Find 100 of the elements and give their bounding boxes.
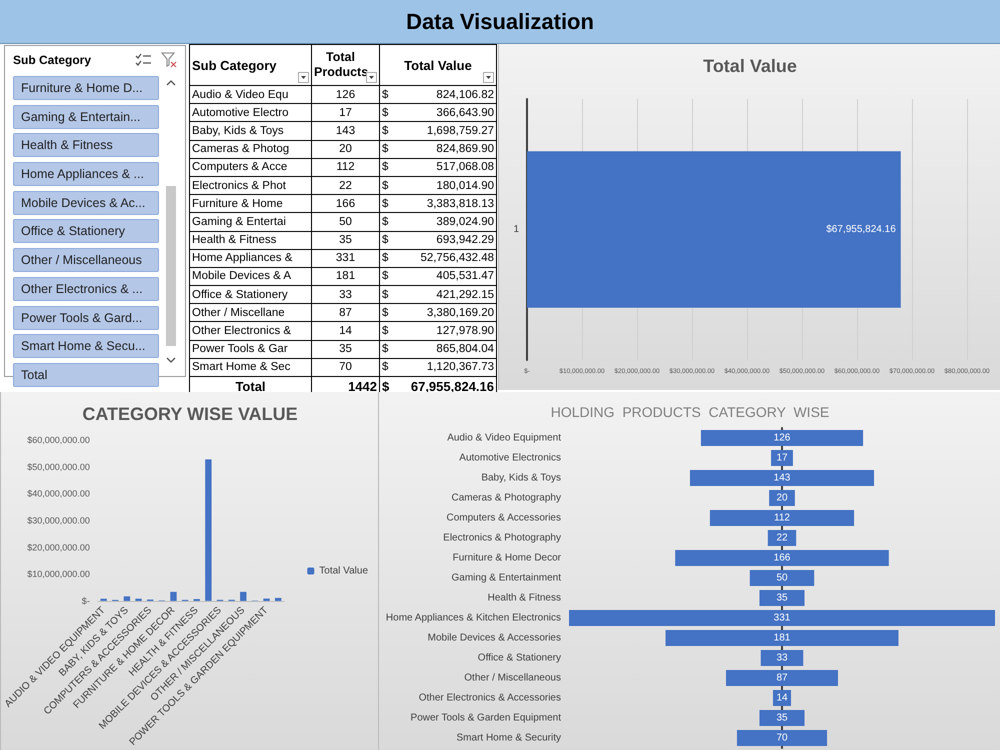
category-label: Electronics & Phot <box>190 176 312 195</box>
data-label: 17 <box>312 104 380 122</box>
text: Health & Fitness <box>13 133 159 158</box>
data-label: 112 <box>774 512 790 524</box>
text: Mobile Devices & Ac... <box>13 190 159 215</box>
text: Furniture & Home D... <box>13 76 159 100</box>
text: 1442 <box>348 379 377 394</box>
category-label: Other / Miscellaneous <box>464 672 561 684</box>
category-label: Electronics & Photography <box>443 532 561 544</box>
category-label: Baby, Kids & Toys <box>481 472 561 484</box>
data-label: 35 <box>312 231 380 250</box>
data-label: $ 824,869.90 <box>380 140 496 158</box>
data-label: 22 <box>312 176 380 195</box>
data-label: 331 <box>312 249 380 268</box>
category-label: Computers & Acce <box>190 158 312 176</box>
y-tick-label: $60,000,000.00 <box>27 435 90 445</box>
text: Gaming & Entertain... <box>13 104 159 129</box>
data-label: 331 <box>774 612 791 624</box>
data-label: 87 <box>776 672 788 684</box>
category-label: Smart Home & Sec <box>190 358 312 376</box>
data-label: 166 <box>312 194 380 213</box>
data-label: $ 366,643.90 <box>380 104 496 122</box>
text: Total <box>13 362 159 387</box>
category-label: Automotive Electro <box>190 104 312 122</box>
data-label: 50 <box>312 212 380 231</box>
y-tick-label: $20,000,000.00 <box>27 542 90 552</box>
category-label: Cameras & Photog <box>190 140 312 158</box>
data-label: 35 <box>776 592 788 604</box>
data-label: $ 3,383,818.13 <box>380 194 496 213</box>
text: Other / Miscellaneous <box>13 248 159 272</box>
data-label: 70 <box>312 358 380 376</box>
category-label: Mobile Devices & Accessories <box>428 632 561 644</box>
y-tick-label: $30,000,000.00 <box>27 515 90 526</box>
data-label: $ 389,024.90 <box>380 212 496 231</box>
category-label: Power Tools & Garden Equipment <box>410 712 562 724</box>
text: Smart Home & Secu... <box>13 334 159 358</box>
data-label: $ 180,014.90 <box>380 176 496 195</box>
data-label: 50 <box>776 572 788 584</box>
data-label: 35 <box>312 340 380 358</box>
data-label: 70 <box>776 732 788 744</box>
y-tick-label: $40,000,000.00 <box>27 488 90 499</box>
category-label: Automotive Electronics <box>459 452 561 464</box>
data-label: $ 1,698,759.27 <box>380 122 496 140</box>
data-label: $ 1,120,367.73 <box>380 358 496 376</box>
text: Home Appliances & ... <box>13 162 159 186</box>
text: Sub Category <box>190 44 312 86</box>
data-label: $ 421,292.15 <box>380 286 496 304</box>
category-label: Home Appliances & <box>190 249 312 268</box>
text: Total <box>190 376 312 396</box>
category-label: Office & Stationery <box>190 286 312 304</box>
category-label: Audio & Video Equipment <box>447 432 562 444</box>
category-label: Audio & Video Equ <box>190 86 312 104</box>
y-tick-label: $50,000,000.00 <box>27 462 90 472</box>
category-label: Cameras & Photography <box>451 492 561 504</box>
text: Office & Stationery <box>13 219 159 244</box>
text: Sub Category <box>13 53 92 67</box>
data-label: 20 <box>312 140 380 158</box>
category-label: Health & Fitness <box>190 231 312 250</box>
data-label: $ 865,804.04 <box>380 340 496 358</box>
data-label: $ 127,978.90 <box>380 322 496 340</box>
category-label: Other / Miscellane <box>190 304 312 322</box>
data-label: 20 <box>776 492 788 504</box>
category-label: Gaming & Entertai <box>190 212 312 231</box>
data-label: $ 3,380,169.20 <box>380 304 496 322</box>
data-label: 87 <box>312 304 380 322</box>
text: Total Value <box>380 44 496 86</box>
category-label: Home Appliances & Kitchen Electronics <box>386 612 561 624</box>
data-label: 35 <box>776 712 788 724</box>
y-tick-label: $- <box>82 596 90 606</box>
category-label: Furniture & Home <box>190 194 312 213</box>
y-tick-label: $10,000,000.00 <box>27 569 90 580</box>
series-label: Total Products <box>312 44 380 86</box>
category-label: Gaming & Entertainment <box>452 572 562 584</box>
data-label: 126 <box>774 432 791 444</box>
text: $ 67,955,824.16 <box>382 379 494 394</box>
data-label: $ 693,942.29 <box>380 231 496 250</box>
data-label: 143 <box>774 472 791 484</box>
data-label: 126 <box>312 86 380 104</box>
y-tick-label: 1 <box>513 224 520 235</box>
data-label: 181 <box>774 632 791 644</box>
data-label: 17 <box>776 452 788 464</box>
data-label: 33 <box>776 652 788 664</box>
data-label: $ 517,068.08 <box>380 158 496 176</box>
data-label: $67,955,824.16 <box>826 224 896 235</box>
chart-title: CATEGORY WISE VALUE <box>82 404 298 424</box>
category-label: Health & Fitness <box>488 592 561 604</box>
category-label: Power Tools & Gar <box>190 340 312 358</box>
data-label: 181 <box>312 267 380 286</box>
text: Power Tools & Gard... <box>13 306 159 330</box>
data-label: 112 <box>312 158 380 176</box>
data-label: $ 52,756,432.48 <box>380 249 496 268</box>
data-label: 22 <box>776 532 788 544</box>
category-label: Smart Home & Security <box>456 732 561 744</box>
chart-title: Total Value <box>703 56 797 76</box>
data-label: 143 <box>312 122 380 140</box>
data-label: 166 <box>774 552 791 564</box>
category-label: Computers & Accessories <box>446 512 561 524</box>
category-label: Mobile Devices & A <box>190 267 312 286</box>
category-label: Office & Stationery <box>478 652 561 664</box>
text: HOLDING PRODUCTS CATEGORY WISE <box>550 404 830 420</box>
